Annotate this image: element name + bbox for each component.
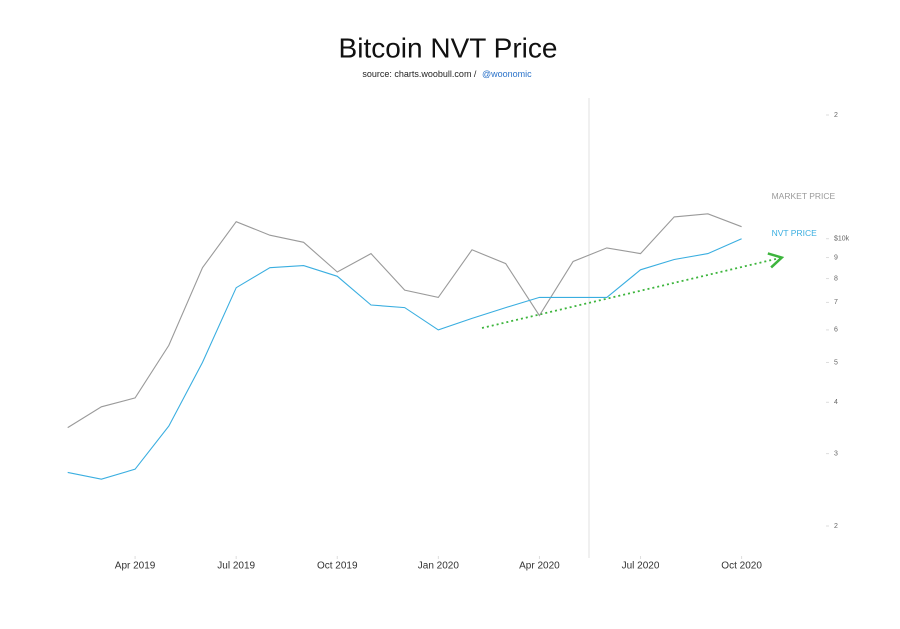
y-tick-label: 7	[834, 299, 838, 306]
series-line	[67, 238, 742, 480]
y-tick-label: 6	[834, 327, 838, 334]
trend-arrow	[481, 252, 785, 329]
x-tick-label: Oct 2020	[721, 561, 762, 572]
y-tick-label: $10k	[834, 236, 850, 243]
x-tick-label: Jan 2020	[418, 561, 460, 572]
x-tick-label: Jul 2020	[622, 561, 660, 572]
source-text: source: charts.woobull.com /	[362, 69, 477, 79]
y-tick-label: 9	[834, 254, 838, 261]
y-tick-label: 8	[834, 275, 838, 282]
x-tick-label: Apr 2020	[519, 561, 560, 572]
y-tick-label: 2	[834, 112, 838, 119]
chart-title: Bitcoin NVT Price	[339, 32, 558, 63]
x-tick-label: Apr 2019	[115, 561, 156, 572]
x-tick-label: Jul 2019	[217, 561, 255, 572]
series-line	[67, 213, 742, 429]
y-tick-label: 3	[834, 450, 838, 457]
y-tick-label: 4	[834, 399, 838, 406]
y-tick-label: 2	[834, 523, 838, 530]
chart-source: source: charts.woobull.com / @woonomic	[362, 69, 532, 79]
series-label: NVT PRICE	[772, 228, 818, 238]
source-link[interactable]: @woonomic	[482, 69, 532, 79]
y-tick-label: 5	[834, 359, 838, 366]
x-tick-label: Oct 2019	[317, 561, 358, 572]
series-label: MARKET PRICE	[772, 191, 836, 201]
